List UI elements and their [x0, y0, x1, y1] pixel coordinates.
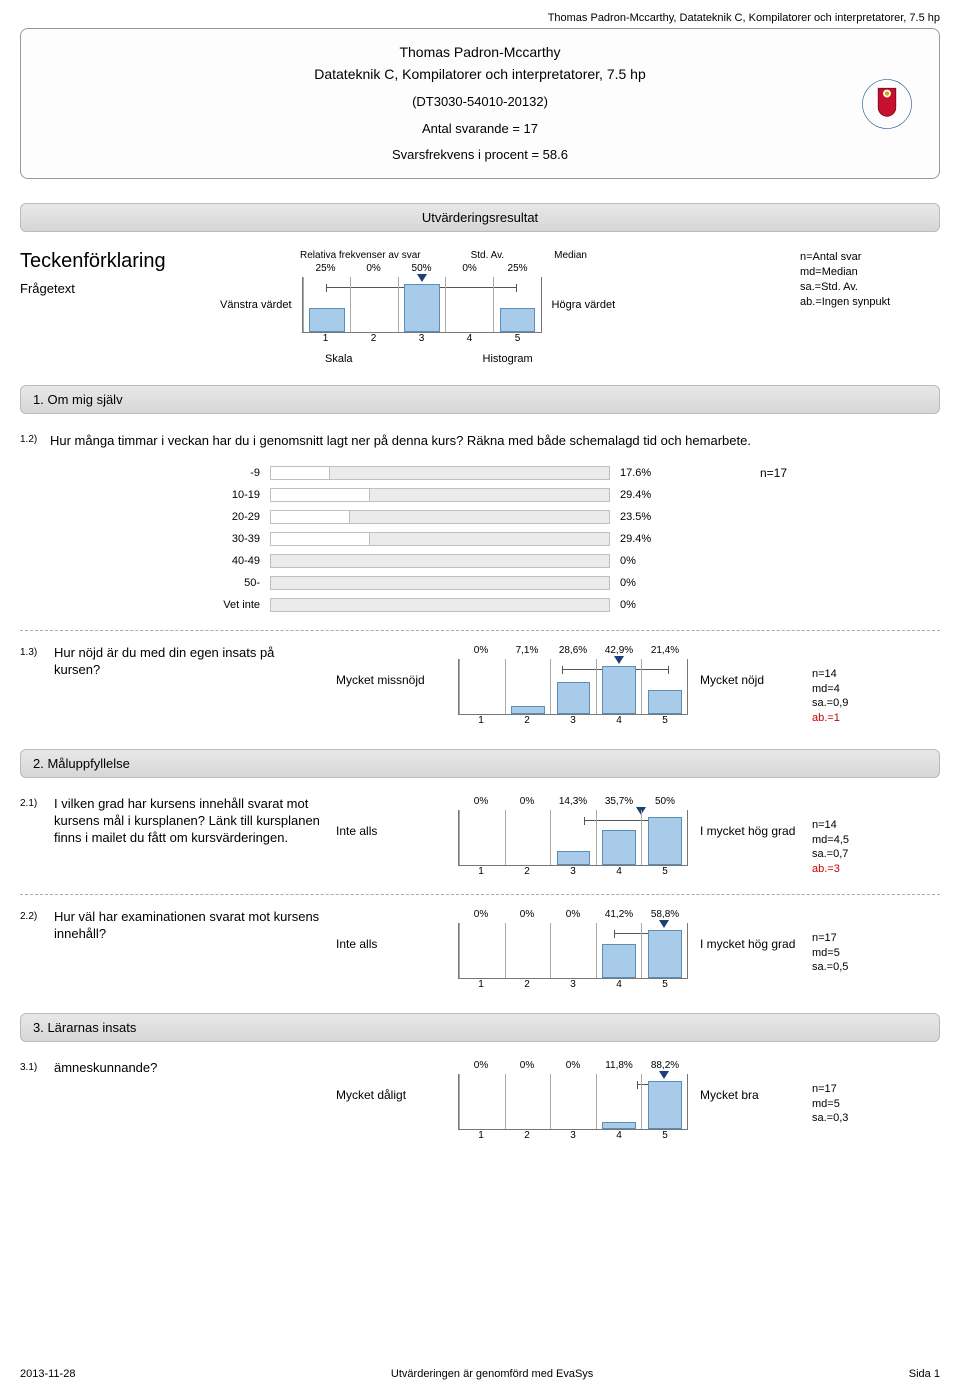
histogram-question: 2.2) Hur väl har examinationen svarat mo… [20, 909, 940, 993]
hbar-row: Vet inte 0% [180, 594, 940, 616]
legend-right-value: Högra värdet [552, 299, 616, 311]
university-logo-icon [855, 72, 919, 136]
header-top-right: Thomas Padron-Mccarthy, Datateknik C, Ko… [20, 12, 940, 28]
scale-left-label: Inte alls [336, 909, 446, 951]
hbar-row: 20-29 23.5% [180, 506, 940, 528]
hbar-track [270, 598, 610, 612]
header-line3: (DT3030-54010-20132) [37, 92, 923, 113]
scale-right-label: Mycket nöjd [700, 645, 800, 687]
footer: 2013-11-28 Utvärderingen är genomförd me… [20, 1368, 940, 1380]
q-num: 3.1) [20, 1060, 42, 1073]
header-line4: Antal svarande = 17 [37, 119, 923, 140]
legend-title: Teckenförklaring [20, 250, 200, 273]
hbar-pct: 17.6% [620, 467, 680, 479]
hbar-track [270, 532, 610, 546]
scale-left-label: Mycket missnöjd [336, 645, 446, 687]
header-box: Thomas Padron-Mccarthy Datateknik C, Kom… [20, 28, 940, 179]
hbar-pct: 29.4% [620, 533, 680, 545]
legend-label-stdav: Std. Av. [471, 250, 505, 261]
scale-right-label: Mycket bra [700, 1060, 800, 1102]
question-1-2: 1.2) Hur många timmar i veckan har du i … [20, 432, 940, 616]
header-line5: Svarsfrekvens i procent = 58.6 [37, 145, 923, 166]
histogram-question: 1.3) Hur nöjd är du med din egen insats … [20, 645, 940, 729]
header-line2: Datateknik C, Kompilatorer och interpret… [37, 63, 923, 85]
scale-right-label: I mycket hög grad [700, 796, 800, 838]
q-text: Hur väl har examinationen svarat mot kur… [54, 909, 324, 943]
footer-date: 2013-11-28 [20, 1368, 75, 1380]
q-stats: n=17md=5sa.=0,5 [812, 909, 892, 976]
q12-n: n=17 [760, 466, 787, 480]
legend-stats: n=Antal svarmd=Mediansa.=Std. Av.ab.=Ing… [800, 250, 940, 309]
scale-left-label: Inte alls [336, 796, 446, 838]
q-text-1-2: Hur många timmar i veckan har du i genom… [50, 432, 940, 450]
hbar-row: 30-39 29.4% [180, 528, 940, 550]
histogram-question: 3.1) ämneskunnande? Mycket dåligt 0%0%0%… [20, 1060, 940, 1144]
scale-left-label: Mycket dåligt [336, 1060, 446, 1102]
q-stats: n=14md=4,5sa.=0,7ab.=3 [812, 796, 892, 877]
hbar-label: 50- [180, 577, 260, 589]
legend-label-relfreq: Relativa frekvenser av svar [300, 250, 421, 261]
q-num: 2.2) [20, 909, 42, 922]
footer-center: Utvärderingen är genomförd med EvaSys [391, 1368, 593, 1380]
histogram-chart: 0%0%0%11,8%88,2% 12345 [458, 1060, 688, 1144]
hbar-track [270, 488, 610, 502]
q12-barlist: -9 17.6% n=17 10-19 29.4% 20-29 23.5% 30… [180, 462, 940, 616]
legend-histogram: 25%0%50%0%25% 12345 [302, 263, 542, 347]
section-bar: 2. Måluppfyllelse [20, 749, 940, 778]
hbar-row: 40-49 0% [180, 550, 940, 572]
legend-label-median: Median [554, 250, 587, 261]
hbar-label: 10-19 [180, 489, 260, 501]
hbar-label: -9 [180, 467, 260, 479]
hbar-row: 10-19 29.4% [180, 484, 940, 506]
histogram-chart: 0%0%14,3%35,7%50% 12345 [458, 796, 688, 880]
hbar-row: 50- 0% [180, 572, 940, 594]
results-title-bar: Utvärderingsresultat [20, 203, 940, 232]
divider [20, 894, 940, 895]
histogram-chart: 0%0%0%41,2%58,8% 12345 [458, 909, 688, 993]
histogram-question: 2.1) I vilken grad har kursens innehåll … [20, 796, 940, 880]
legend-left-value: Vänstra värdet [220, 299, 292, 311]
q-text: Hur nöjd är du med din egen insats på ku… [54, 645, 324, 679]
hbar-label: Vet inte [180, 599, 260, 611]
q-stats: n=17md=5sa.=0,3 [812, 1060, 892, 1127]
section-1-bar: 1. Om mig själv [20, 385, 940, 414]
q-num-1-2: 1.2) [20, 432, 42, 445]
q-stats: n=14md=4sa.=0,9ab.=1 [812, 645, 892, 726]
legend-skala: Skala [325, 353, 353, 365]
divider [20, 630, 940, 631]
q-num: 1.3) [20, 645, 42, 658]
legend-block: Teckenförklaring Frågetext Relativa frek… [20, 250, 940, 365]
hbar-pct: 0% [620, 555, 680, 567]
hbar-pct: 23.5% [620, 511, 680, 523]
hbar-pct: 29.4% [620, 489, 680, 501]
hbar-track [270, 466, 610, 480]
hbar-label: 20-29 [180, 511, 260, 523]
q-text: ämneskunnande? [54, 1060, 324, 1077]
legend-histogram-label: Histogram [483, 353, 533, 365]
hbar-label: 30-39 [180, 533, 260, 545]
histogram-chart: 0%7,1%28,6%42,9%21,4% 12345 [458, 645, 688, 729]
q-text: I vilken grad har kursens innehåll svara… [54, 796, 324, 847]
hbar-track [270, 554, 610, 568]
hbar-pct: 0% [620, 599, 680, 611]
hbar-track [270, 510, 610, 524]
section-bar: 3. Lärarnas insats [20, 1013, 940, 1042]
header-line1: Thomas Padron-Mccarthy [37, 41, 923, 63]
q-num: 2.1) [20, 796, 42, 809]
hbar-track [270, 576, 610, 590]
hbar-pct: 0% [620, 577, 680, 589]
legend-subtitle: Frågetext [20, 281, 200, 296]
hbar-label: 40-49 [180, 555, 260, 567]
footer-page: Sida 1 [909, 1368, 940, 1380]
scale-right-label: I mycket hög grad [700, 909, 800, 951]
hbar-row: -9 17.6% n=17 [180, 462, 940, 484]
